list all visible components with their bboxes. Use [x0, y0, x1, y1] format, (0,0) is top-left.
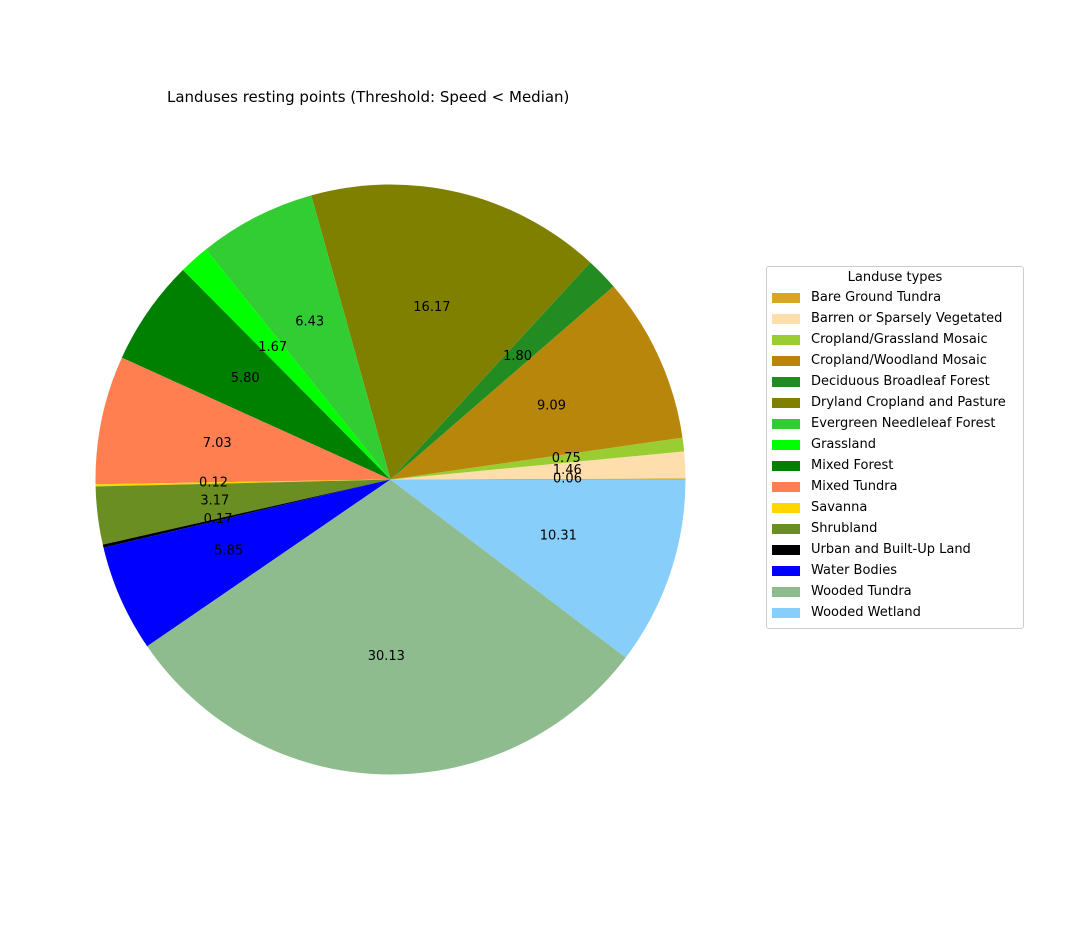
pie-slice-cropland-grassland-mosaic [390, 437, 685, 480]
legend-label: Mixed Forest [811, 458, 894, 473]
legend-item-wooded-tundra: Wooded Tundra [767, 581, 1023, 602]
legend-label: Savanna [811, 500, 868, 515]
pie-slice-dryland-cropland-and-pasture [311, 184, 591, 480]
pie-label-deciduous-broadleaf-forest: 1.80 [503, 349, 532, 364]
legend-swatch [772, 376, 800, 387]
legend-label: Water Bodies [811, 563, 898, 578]
legend-label: Mixed Tundra [811, 479, 898, 494]
pie-slice-water-bodies [103, 479, 391, 647]
pie-slice-shrubland [95, 479, 391, 545]
legend-swatch [772, 460, 800, 471]
pie-label-cropland-grassland-mosaic: 0.75 [552, 451, 581, 466]
pie-label-grassland: 1.67 [258, 340, 287, 355]
pie-label-dryland-cropland-and-pasture: 16.17 [413, 300, 450, 315]
pie-slice-bare-ground-tundra [390, 478, 686, 480]
legend-item-deciduous-broadleaf-forest: Deciduous Broadleaf Forest [767, 371, 1023, 392]
legend-swatch [772, 481, 800, 492]
pie-label-barren-or-sparsely-vegetated: 1.46 [553, 463, 582, 478]
pie-slices [95, 184, 686, 775]
pie-label-water-bodies: 5.85 [214, 544, 243, 559]
pie-slice-cropland-woodland-mosaic [390, 286, 683, 480]
pie-label-bare-ground-tundra: 0.06 [553, 472, 582, 487]
legend-swatch [772, 313, 800, 324]
legend-label: Wooded Wetland [811, 605, 921, 620]
legend-label: Bare Ground Tundra [811, 290, 942, 305]
legend-swatch [772, 418, 800, 429]
legend-label: Cropland/Grassland Mosaic [811, 332, 988, 347]
legend-swatch [772, 334, 800, 345]
legend-item-savanna: Savanna [767, 497, 1023, 518]
legend-swatch [772, 544, 800, 555]
pie-label-cropland-woodland-mosaic: 9.09 [537, 399, 566, 414]
legend-item-water-bodies: Water Bodies [767, 560, 1023, 581]
legend-label: Urban and Built-Up Land [811, 542, 971, 557]
legend-label: Shrubland [811, 521, 878, 536]
pie-slice-wooded-tundra [147, 479, 626, 775]
pie-label-mixed-forest: 5.80 [231, 371, 260, 386]
legend-item-mixed-forest: Mixed Forest [767, 455, 1023, 476]
legend-swatch [772, 292, 800, 303]
legend-item-cropland-grassland-mosaic: Cropland/Grassland Mosaic [767, 329, 1023, 350]
legend-label: Grassland [811, 437, 876, 452]
pie-slice-wooded-wetland [390, 479, 686, 658]
legend-label: Barren or Sparsely Vegetated [811, 311, 1003, 326]
pie-label-mixed-tundra: 7.03 [203, 436, 232, 451]
legend-item-bare-ground-tundra: Bare Ground Tundra [767, 287, 1023, 308]
legend-label: Cropland/Woodland Mosaic [811, 353, 987, 368]
pie-slice-evergreen-needleleaf-forest [205, 195, 391, 480]
pie-label-wooded-tundra: 30.13 [368, 649, 405, 664]
legend-swatch [772, 607, 800, 618]
pie-slice-deciduous-broadleaf-forest [390, 262, 614, 480]
pie-labels: 0.061.460.75 9.09 1.80 16.17 6.43 1.67 5.80 7.0… [199, 300, 582, 664]
legend-swatch [772, 502, 800, 513]
legend-item-shrubland: Shrubland [767, 518, 1023, 539]
pie-slice-mixed-tundra [95, 357, 391, 485]
legend-title: Landuse types [847, 270, 943, 285]
legend-item-urban-and-built-up-land: Urban and Built-Up Land [767, 539, 1023, 560]
pie-slice-grassland [182, 249, 391, 480]
legend-label: Evergreen Needleleaf Forest [811, 416, 996, 431]
pie-slice-mixed-forest [121, 269, 391, 480]
legend-item-wooded-wetland: Wooded Wetland [767, 602, 1023, 623]
legend-item-dryland-cropland-and-pasture: Dryland Cropland and Pasture [767, 392, 1023, 413]
pie-label-wooded-wetland: 10.31 [540, 528, 577, 543]
legend-swatch [772, 565, 800, 576]
pie-slice-savanna [95, 479, 391, 487]
legend: Landuse types Bare Ground Tundra Barren o… [766, 266, 1024, 629]
legend-label: Dryland Cropland and Pasture [811, 395, 1006, 410]
legend-label: Deciduous Broadleaf Forest [811, 374, 990, 389]
legend-item-mixed-tundra: Mixed Tundra [767, 476, 1023, 497]
legend-swatch [772, 586, 800, 597]
legend-item-evergreen-needleleaf-forest: Evergreen Needleleaf Forest [767, 413, 1023, 434]
chart-title: Landuses resting points (Threshold: Spee… [167, 88, 570, 106]
legend-item-grassland: Grassland [767, 434, 1023, 455]
pie-label-evergreen-needleleaf-forest: 6.43 [295, 315, 324, 330]
legend-swatch [772, 397, 800, 408]
pie-slice-barren-or-sparsely-vegetated [390, 451, 686, 480]
legend-label: Wooded Tundra [811, 584, 912, 599]
legend-item-cropland-woodland-mosaic: Cropland/Woodland Mosaic [767, 350, 1023, 371]
pie-label-urban-and-built-up-land: 0.17 [204, 512, 233, 527]
legend-swatch [772, 355, 800, 366]
pie-slice-urban-and-built-up-land [102, 479, 391, 548]
legend-entries: Bare Ground Tundra Barren or Sparsely Veg… [767, 287, 1023, 623]
legend-item-barren-or-sparsely-vegetated: Barren or Sparsely Vegetated [767, 308, 1023, 329]
legend-swatch [772, 523, 800, 534]
pie-label-shrubland: 3.17 [200, 494, 229, 509]
pie-label-savanna: 0.12 [199, 476, 228, 491]
legend-swatch [772, 439, 800, 450]
